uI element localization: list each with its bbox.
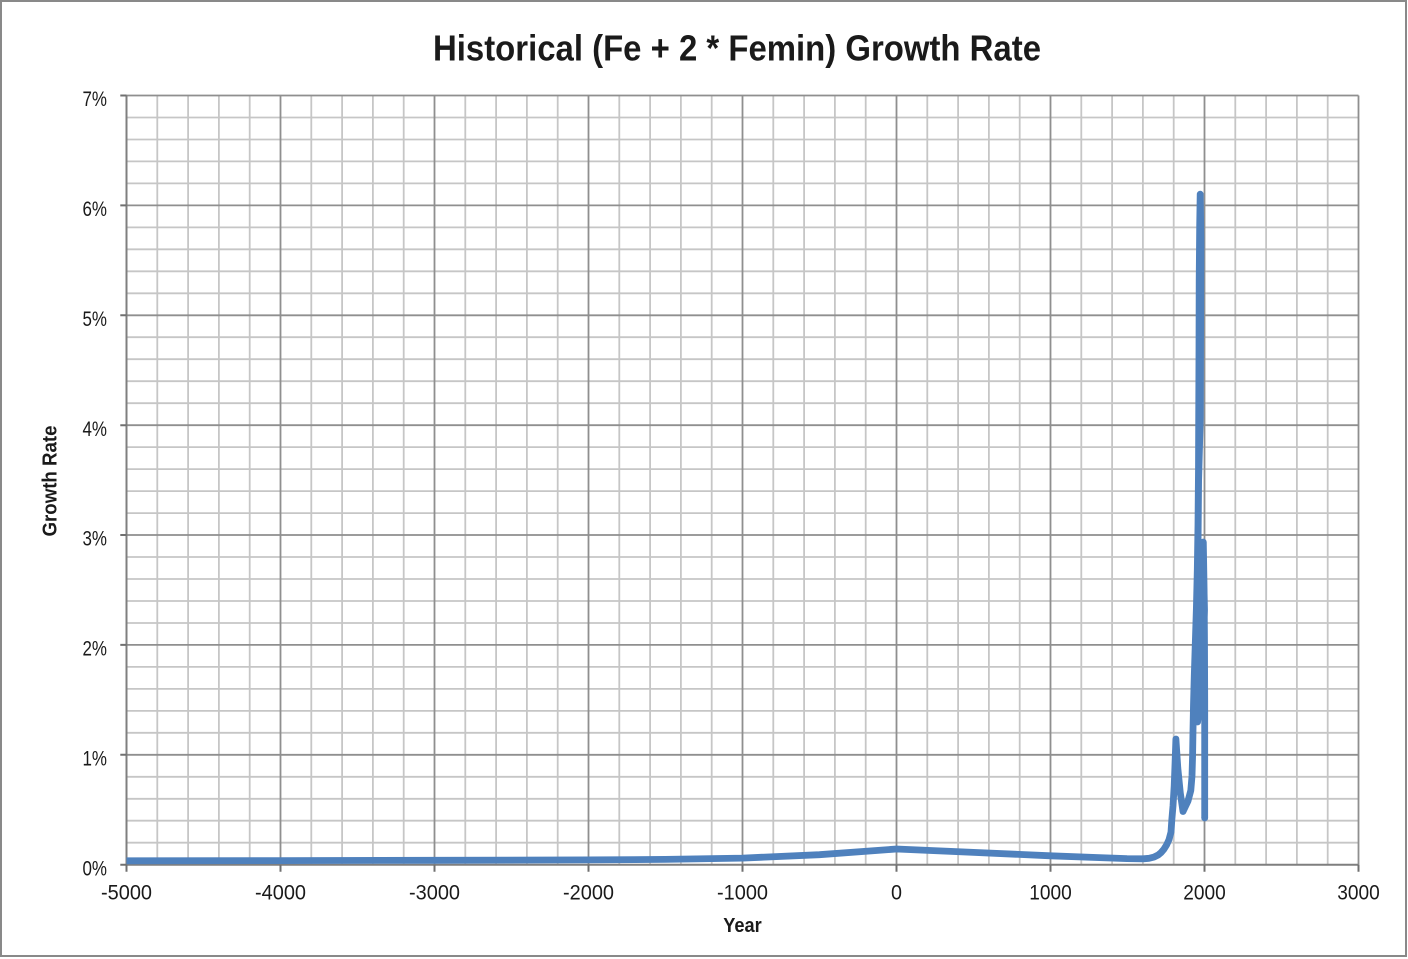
svg-text:-3000: -3000 [409, 881, 460, 905]
svg-text:-5000: -5000 [101, 881, 152, 905]
svg-text:4%: 4% [83, 417, 108, 441]
svg-text:Historical (Fe + 2 * Femin) Gr: Historical (Fe + 2 * Femin) Growth Rate [433, 28, 1041, 69]
svg-text:1%: 1% [83, 746, 108, 770]
svg-text:6%: 6% [83, 197, 108, 221]
svg-text:2%: 2% [83, 637, 108, 661]
svg-text:7%: 7% [83, 87, 108, 111]
svg-text:3000: 3000 [1337, 881, 1380, 905]
svg-text:-1000: -1000 [717, 881, 768, 905]
svg-text:Year: Year [723, 915, 762, 937]
svg-text:3%: 3% [83, 527, 108, 551]
svg-text:-4000: -4000 [255, 881, 306, 905]
svg-text:0%: 0% [83, 856, 108, 880]
svg-text:Growth Rate: Growth Rate [39, 426, 61, 537]
svg-text:-2000: -2000 [563, 881, 614, 905]
svg-text:2000: 2000 [1183, 881, 1226, 905]
svg-text:5%: 5% [83, 307, 108, 331]
svg-text:0: 0 [891, 881, 902, 905]
svg-text:1000: 1000 [1029, 881, 1072, 905]
